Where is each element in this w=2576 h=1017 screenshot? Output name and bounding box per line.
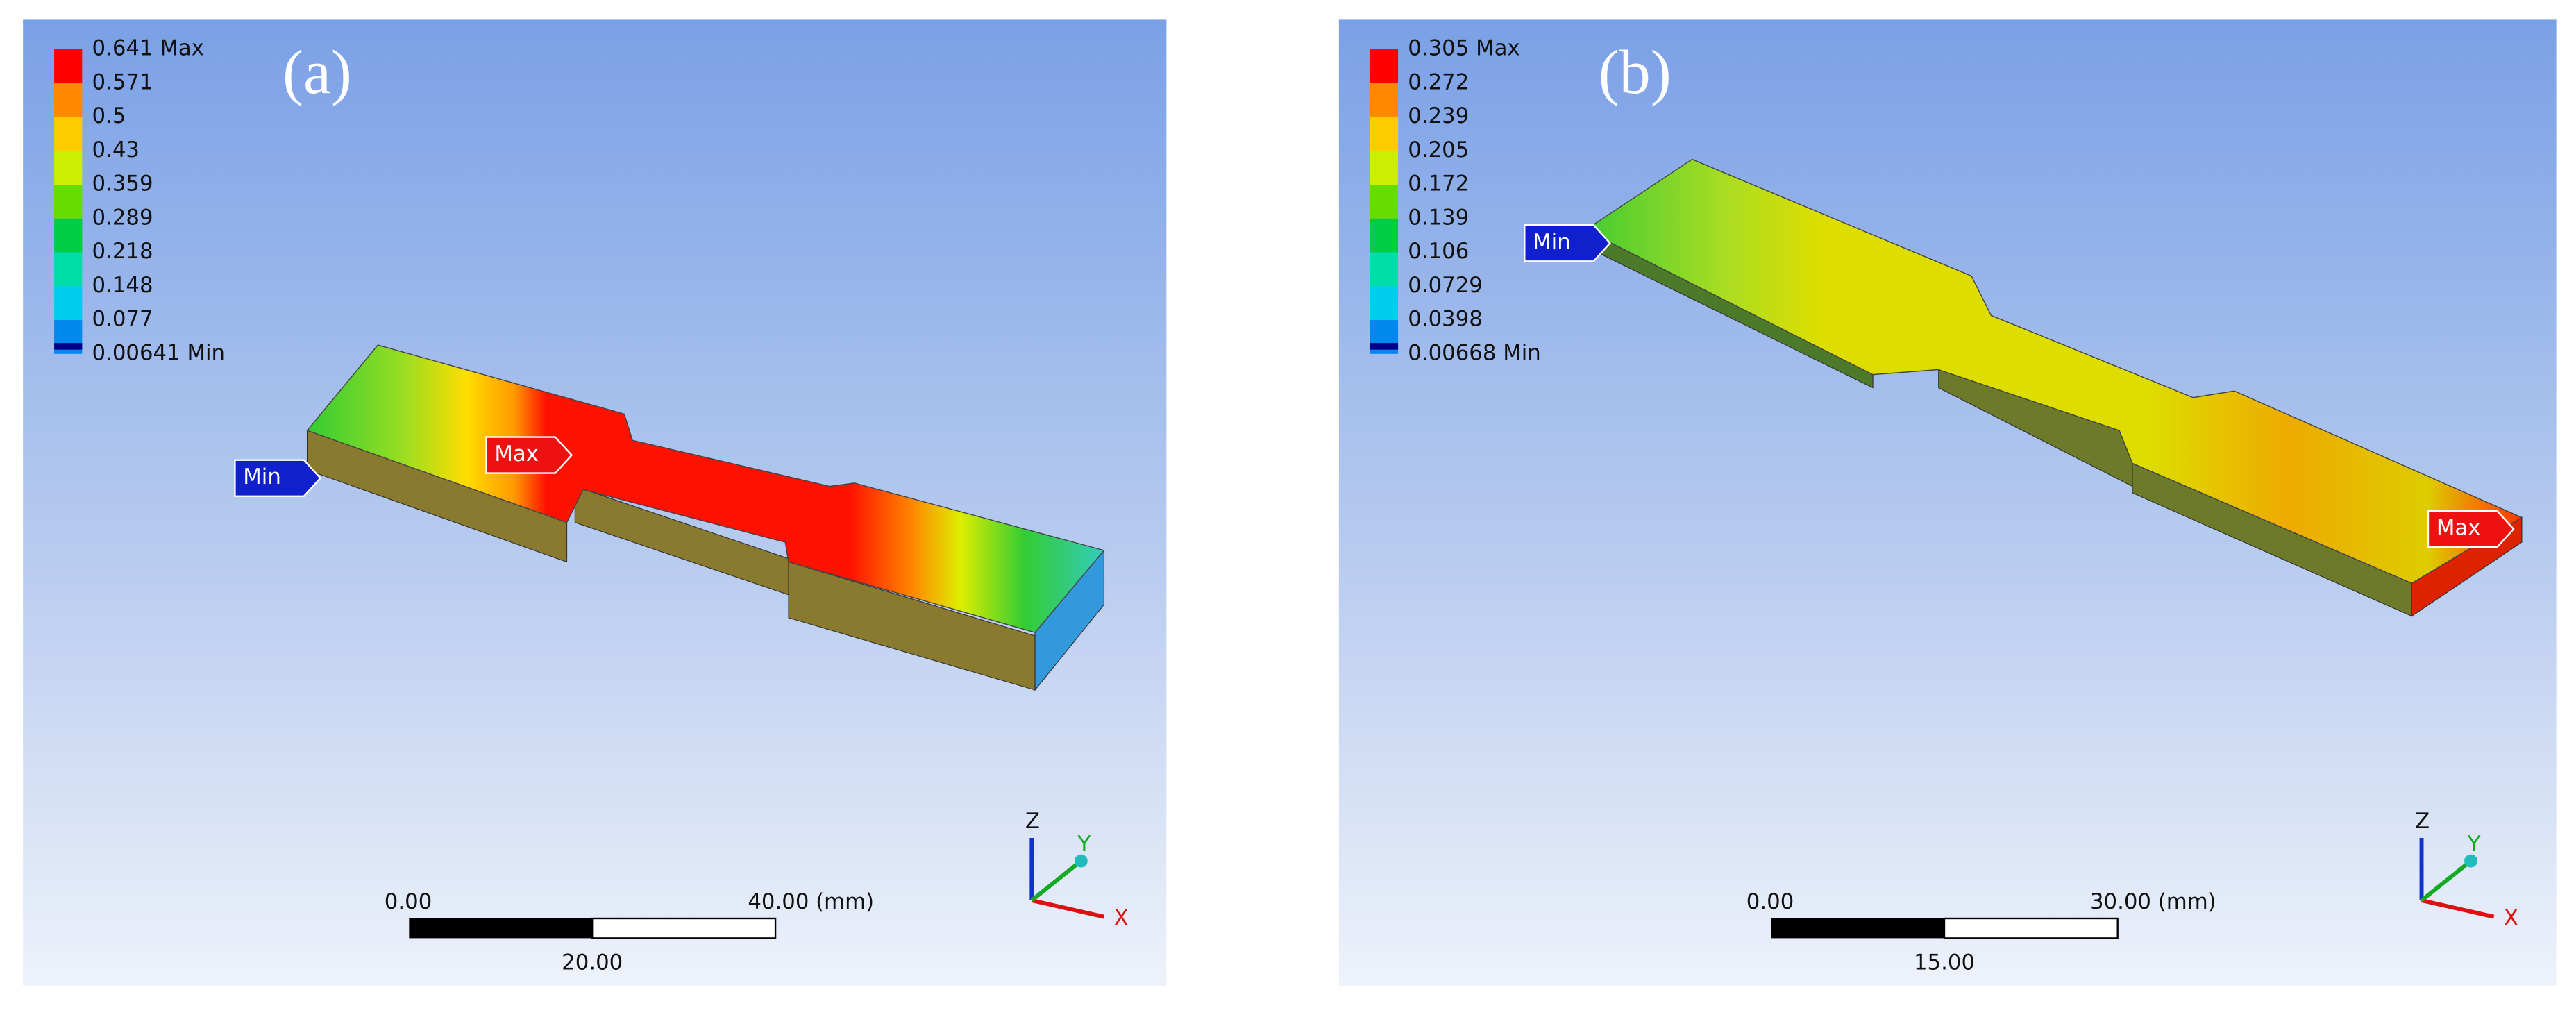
legend-label: 0.00668 Min <box>1408 340 1541 365</box>
triad-y <box>1030 859 1083 902</box>
max-probe-label: Max <box>494 442 539 467</box>
triad-x <box>2421 898 2495 919</box>
legend-swatch <box>1370 185 1399 219</box>
scale-bar-end: 30.00 (mm) <box>2090 889 2216 914</box>
min-probe-label: Min <box>243 464 281 489</box>
legend-swatch <box>1370 151 1399 185</box>
legend-swatch <box>54 252 83 287</box>
legend-swatch <box>54 117 83 151</box>
legend-label: 0.305 Max <box>1408 36 1519 61</box>
max-probe-tag <box>2427 510 2515 548</box>
triad-y-label: Y <box>2467 832 2481 857</box>
triad-x-label: X <box>2504 905 2518 930</box>
min-probe-tag <box>1524 224 1611 262</box>
legend-label: 0.218 <box>92 239 153 264</box>
triad-x-label: X <box>1114 905 1129 930</box>
legend-swatch <box>1370 343 1399 350</box>
legend-swatch <box>54 185 83 219</box>
scale-bar-black <box>1771 918 1945 939</box>
legend-label: 0.43 <box>92 137 140 162</box>
triad-y <box>2420 859 2473 902</box>
scale-bar-start: 0.00 <box>1746 889 1794 914</box>
legend-label: 0.172 <box>1408 171 1469 196</box>
legend-swatch <box>54 83 83 117</box>
triad-x <box>1031 898 1105 919</box>
legend-label: 0.106 <box>1408 239 1469 264</box>
specimen-b <box>1584 158 2523 617</box>
legend-label: 0.0398 <box>1408 307 1483 332</box>
scale-bar-start: 0.00 <box>385 889 432 914</box>
legend-label: 0.148 <box>92 273 153 298</box>
triad-z-label: Z <box>1025 809 1040 834</box>
legend-swatch <box>1370 49 1399 83</box>
scale-bar-middle: 20.00 <box>562 950 623 975</box>
legend-label: 0.0729 <box>1408 273 1483 298</box>
legend-label: 0.359 <box>92 171 153 196</box>
triad-origin <box>1074 854 1088 868</box>
scale-bar-white <box>1943 917 2119 939</box>
legend-label: 0.00641 Min <box>92 340 225 365</box>
triad-z-label: Z <box>2415 809 2430 834</box>
legend-label: 0.272 <box>1408 69 1469 94</box>
min-probe-tag <box>234 459 322 497</box>
legend-swatch <box>1370 83 1399 117</box>
legend-label: 0.641 Max <box>92 36 204 61</box>
specimen-a <box>306 344 1105 691</box>
legend-swatch <box>1370 117 1399 151</box>
panel-label: (b) <box>1599 38 1672 107</box>
legend-label: 0.5 <box>92 103 126 128</box>
legend-label: 0.571 <box>92 69 153 94</box>
scale-bar-white <box>591 917 777 939</box>
scale-bar-middle: 15.00 <box>1914 950 1975 975</box>
triad-origin <box>2464 854 2477 868</box>
max-probe-tag <box>485 436 573 474</box>
legend-label: 0.289 <box>92 205 153 230</box>
legend-swatch <box>54 49 83 83</box>
legend-swatch <box>54 218 83 253</box>
legend-swatch <box>54 286 83 321</box>
scale-bar-black <box>409 918 593 939</box>
legend-swatch <box>54 343 83 350</box>
legend-label: 0.139 <box>1408 205 1469 230</box>
legend-swatch <box>1370 286 1399 321</box>
panel-label: (a) <box>283 38 352 107</box>
legend-label: 0.205 <box>1408 137 1469 162</box>
scale-bar-end: 40.00 (mm) <box>748 889 874 914</box>
max-probe-label: Max <box>2436 516 2481 541</box>
triad-y-label: Y <box>1077 832 1091 857</box>
legend-label: 0.239 <box>1408 103 1469 128</box>
min-probe-label: Min <box>1533 230 1571 255</box>
legend-swatch <box>1370 252 1399 287</box>
legend-label: 0.077 <box>92 307 153 332</box>
legend-swatch <box>54 151 83 185</box>
legend-swatch <box>1370 218 1399 253</box>
